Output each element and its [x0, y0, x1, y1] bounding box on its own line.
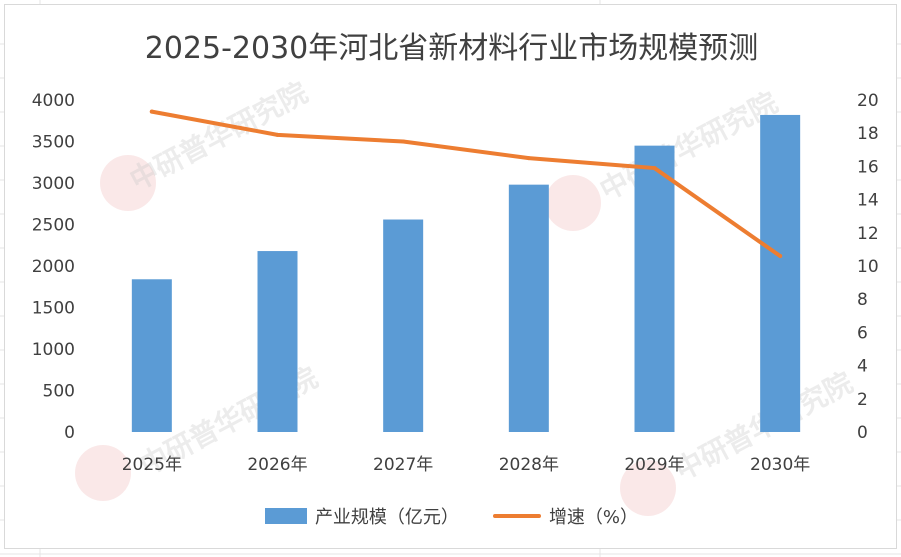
- y-left-tick-label: 1000: [32, 340, 75, 360]
- y-right-tick-label: 0: [857, 423, 868, 443]
- legend-line-swatch: [492, 514, 541, 518]
- chart-area[interactable]: 2025-2030年河北省新材料行业市场规模预测 中研普华研究院 中研普华研究院…: [4, 4, 897, 549]
- plot-area: 0 500 1000 1500 2000 2500 3000 3500 4000 0 2 4 6 8 10…: [32, 91, 879, 475]
- growth-point-2028年[interactable]: [526, 156, 531, 161]
- y-left-tick-label: 500: [43, 382, 75, 402]
- legend-line-label: 增速（%）: [548, 507, 639, 528]
- growth-point-2030年[interactable]: [778, 254, 783, 259]
- legend-item-line[interactable]: 增速（%）: [492, 503, 639, 529]
- y-left-tick-label: 4000: [32, 91, 75, 111]
- y-left-tick-label: 3000: [32, 174, 75, 194]
- bar-2026年[interactable]: [257, 251, 298, 432]
- x-tick-label: 2030年: [750, 455, 810, 475]
- y-left-tick-label: 0: [64, 423, 75, 443]
- y-left-tick-label: 2500: [32, 216, 75, 236]
- chart-title: 2025-2030年河北省新材料行业市场规模预测: [144, 31, 759, 66]
- x-tick-label: 2027年: [373, 455, 433, 475]
- growth-point-2027年[interactable]: [401, 139, 406, 144]
- x-tick-label: 2028年: [499, 455, 559, 475]
- bar-2030年[interactable]: [760, 114, 801, 432]
- x-tick-label: 2029年: [624, 455, 684, 475]
- y-right-tick-label: 6: [857, 323, 868, 343]
- legend-bar-label: 产业规模（亿元）: [314, 507, 459, 528]
- y-right-tick-label: 16: [857, 157, 879, 177]
- y-right-tick-label: 10: [857, 257, 879, 277]
- bar-2025年[interactable]: [131, 279, 172, 432]
- y-right-tick-label: 12: [857, 224, 879, 244]
- y-left-tick-label: 2000: [32, 257, 75, 277]
- y-right-tick-label: 4: [857, 357, 868, 377]
- growth-rate-line[interactable]: [149, 109, 783, 259]
- y-left-tick-label: 3500: [32, 133, 75, 153]
- y-right-tick-label: 18: [857, 124, 879, 144]
- y-right-tick-label: 2: [857, 390, 868, 410]
- y-right-tick-label: 14: [857, 191, 879, 211]
- growth-point-2029年[interactable]: [652, 166, 657, 171]
- legend: 产业规模（亿元） 增速（%）: [5, 503, 898, 529]
- bar-2029年[interactable]: [634, 145, 675, 432]
- growth-point-2025年[interactable]: [149, 109, 154, 114]
- bar-2028年[interactable]: [508, 184, 549, 432]
- bar-2027年[interactable]: [383, 219, 424, 432]
- growth-point-2026年[interactable]: [275, 132, 280, 137]
- y-left-tick-label: 1500: [32, 299, 75, 319]
- y-right-tick-label: 8: [857, 290, 868, 310]
- x-tick-label: 2026年: [247, 455, 307, 475]
- y-right-tick-label: 20: [857, 91, 879, 111]
- legend-bar-swatch: [264, 508, 307, 524]
- x-tick-label: 2025年: [122, 455, 182, 475]
- legend-item-bar[interactable]: 产业规模（亿元）: [264, 503, 459, 529]
